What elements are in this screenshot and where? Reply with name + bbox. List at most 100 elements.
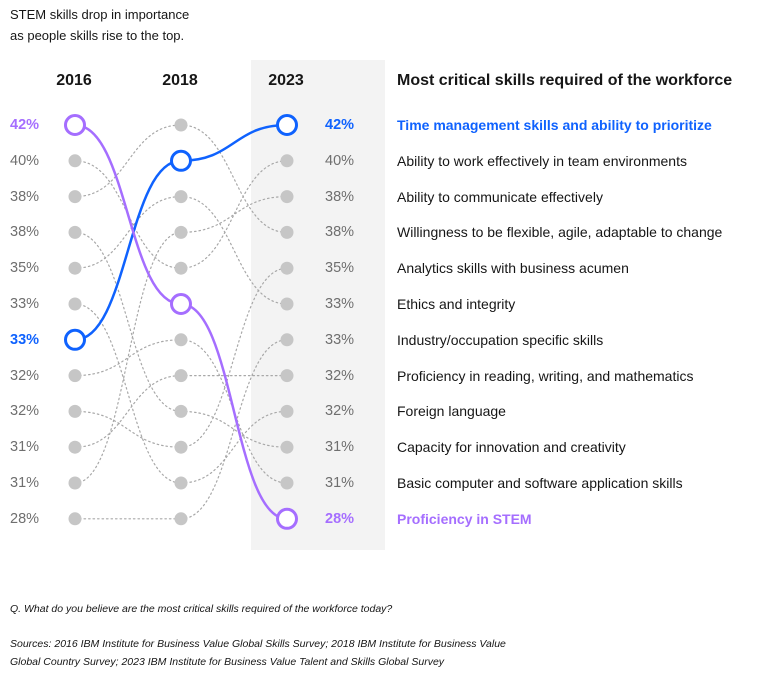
connector-line [180,160,288,269]
skill-label: Ability to communicate effectively [397,188,603,205]
rank-dot [68,225,82,239]
value-label-2016: 32% [10,403,40,420]
rank-dot [280,261,294,275]
value-label-2016: 31% [10,439,40,456]
connector-line [180,267,288,448]
stem-series-point [170,293,192,315]
value-label-2023: 32% [325,367,355,384]
time-management-series-point [170,149,192,172]
skill-label: Capacity for innovation and creativity [397,439,626,456]
value-label-2023: 31% [325,475,355,491]
rank-dot [68,476,82,490]
rank-dot [174,333,188,347]
rank-dot [174,369,188,383]
value-label-2016: 33% [10,296,40,312]
stem-series-line [74,123,288,521]
value-label-2023: 40% [325,152,355,169]
rank-dot [68,261,82,275]
value-label-2023: 32% [325,403,355,420]
connector-line [74,124,182,198]
time-management-series-point [64,328,86,351]
value-label-2023: 33% [325,331,355,348]
rank-dot [280,369,294,383]
time-management-series-point [276,114,298,136]
rank-dot [174,404,188,418]
connector-line [180,339,288,520]
rank-dot [68,404,82,418]
connector-line [74,196,182,269]
connector-line [180,124,288,233]
value-label-2023: 33% [325,296,355,312]
rank-dot [174,512,188,526]
footnote-sources: Sources: 2016 IBM Institute for Business… [10,635,750,671]
subtitle-line: as people skills rise to the top. [10,28,185,43]
rank-dot [68,440,82,454]
rank-dot [280,333,294,347]
value-label-2023: 42% [325,117,355,133]
connector-line [74,339,182,377]
value-label-2016: 38% [10,188,40,205]
value-label-2016: 31% [10,475,40,491]
value-label-2016: 28% [10,510,40,527]
subtitle-line: STEM skills drop in importance [10,7,190,22]
rank-dot [174,440,188,454]
rank-dot [280,154,294,168]
rank-dot [68,154,82,168]
skill-label: Ethics and integrity [397,296,516,312]
value-label-2016: 38% [10,224,40,241]
value-label-2016: 40% [10,152,40,169]
connector-line [74,375,182,448]
connector-line [74,160,182,269]
footnote-sources-line: Sources: 2016 IBM Institute for Business… [10,638,506,650]
stem-series-point [64,114,86,136]
year-label-2018: 2018 [162,72,198,89]
rank-dot [174,261,188,275]
rank-dot [280,404,294,418]
chart-title: Most critical skills required of the wor… [397,72,733,89]
value-label-2016: 32% [10,367,40,384]
rank-dot [68,190,82,204]
rank-dot [174,225,188,239]
year-label-2023: 2023 [268,72,304,89]
skill-label: Willingness to be flexible, agile, adapt… [397,224,723,241]
value-label-2016: 35% [10,260,40,277]
connector-line [74,231,182,484]
rank-dot [174,190,188,204]
rank-dot [280,440,294,454]
skill-label: Time management skills and ability to pr… [397,117,712,133]
rank-dot [174,476,188,490]
value-label-2023: 35% [325,260,355,277]
skill-label: Proficiency in STEM [397,510,532,527]
value-label-2016: 33% [10,331,40,348]
value-label-2023: 38% [325,224,355,241]
skill-label: Foreign language [397,403,506,420]
skill-label: Basic computer and software application … [397,475,683,491]
rank-dot [280,190,294,204]
year-2023-panel [251,60,385,550]
chart-subtitle: STEM skills drop in importance as people… [10,4,189,46]
value-label-2023: 28% [325,510,355,527]
rank-dot [280,225,294,239]
skill-label: Industry/occupation specific skills [397,331,604,348]
rank-dot [68,369,82,383]
footnote-question: Q. What do you believe are the most crit… [10,603,393,615]
skill-label: Ability to work effectively in team envi… [397,152,687,169]
stem-series-point [276,507,298,530]
time-management-series-line [74,123,288,342]
connector-line [74,231,182,412]
rank-dot [174,118,188,132]
connector-line [180,196,288,305]
rank-dot [68,297,82,311]
skill-label: Analytics skills with business acumen [397,260,629,277]
connector-line [74,303,182,484]
rank-dot [68,512,82,526]
connector-line [180,196,288,233]
connector-line [180,410,288,484]
year-label-2016: 2016 [56,72,92,89]
value-label-2016: 42% [10,117,40,133]
skill-label: Proficiency in reading, writing, and mat… [397,367,694,384]
value-label-2023: 38% [325,188,355,205]
rank-dot [280,476,294,490]
footnote-sources-line: Global Country Survey; 2023 IBM Institut… [10,656,445,668]
